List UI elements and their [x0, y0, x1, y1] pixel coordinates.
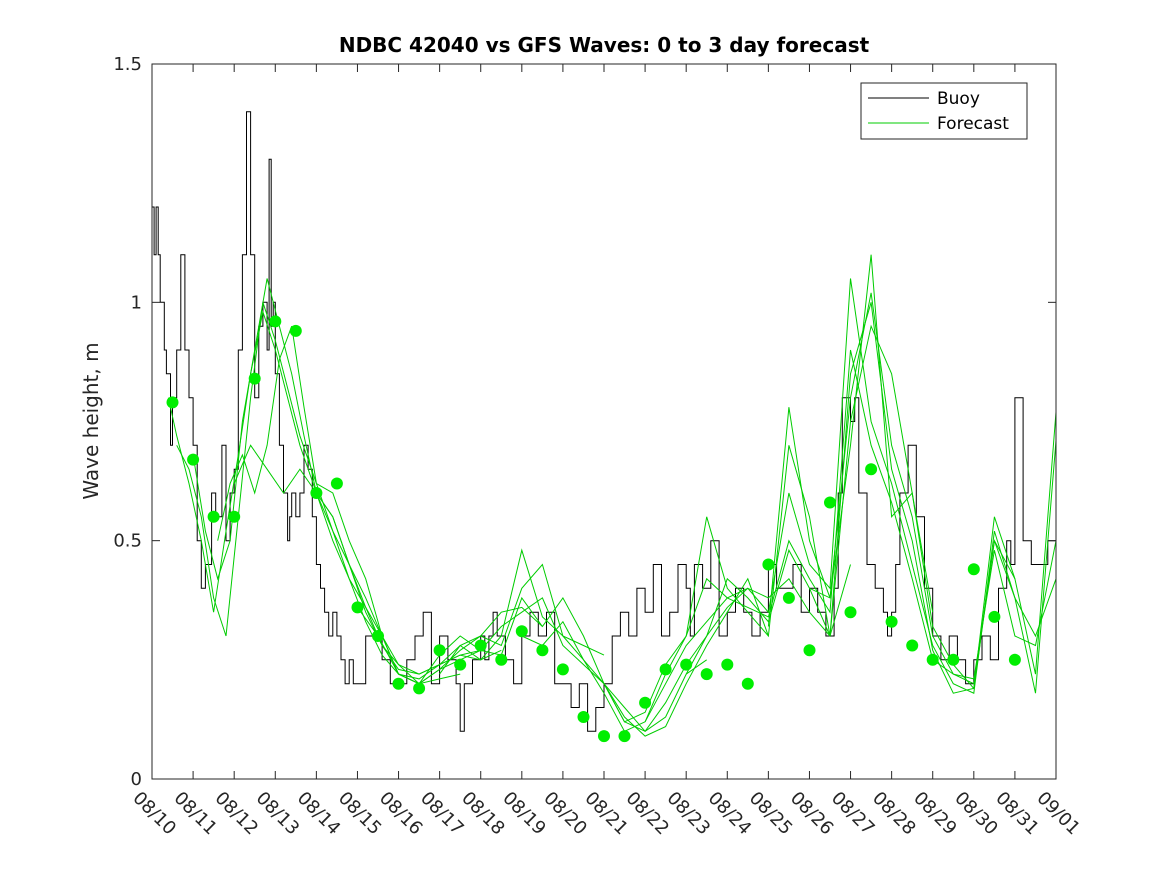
plot-area	[152, 64, 1056, 779]
forecast-marker	[741, 677, 754, 690]
forecast-marker	[392, 677, 405, 690]
forecast-marker	[536, 644, 549, 657]
forecast-marker	[269, 315, 282, 328]
chart-title: NDBC 42040 vs GFS Waves: 0 to 3 day fore…	[339, 33, 870, 57]
forecast-marker	[598, 730, 610, 743]
forecast-marker	[310, 487, 323, 499]
forecast-marker	[187, 453, 200, 466]
forecast-line-8	[521, 324, 934, 732]
forecast-marker	[865, 463, 878, 476]
forecast-marker	[967, 563, 980, 576]
forecast-marker	[926, 653, 939, 666]
forecast-marker	[721, 658, 734, 671]
forecast-marker	[988, 610, 1001, 623]
forecast-marker	[700, 668, 713, 681]
forecast-series-group	[167, 254, 1057, 737]
forecast-line-0	[167, 309, 461, 685]
y-tick-label: 0.5	[113, 531, 142, 552]
forecast-line-1	[176, 302, 481, 675]
forecast-marker	[289, 324, 302, 337]
forecast-line-6	[357, 548, 769, 737]
forecast-line-5	[315, 492, 707, 732]
forecast-marker	[762, 558, 775, 571]
legend: Buoy Forecast	[860, 82, 1028, 140]
forecast-marker	[906, 639, 919, 652]
y-axis-label: Wave height, m	[79, 342, 103, 499]
forecast-marker	[495, 653, 508, 666]
forecast-marker	[474, 639, 487, 652]
forecast-marker	[433, 644, 446, 657]
forecast-marker	[372, 630, 384, 642]
forecast-line-3	[217, 326, 543, 685]
forecast-line-11	[685, 292, 1057, 680]
forecast-marker	[885, 615, 898, 628]
forecast-marker	[947, 653, 960, 666]
forecast-marker	[782, 591, 795, 604]
forecast-marker	[639, 696, 652, 709]
y-axis: 0 0.5 1 1.5	[113, 54, 1056, 790]
forecast-marker	[659, 663, 672, 676]
y-tick-label: 0	[131, 769, 142, 790]
forecast-line-9	[603, 349, 1016, 723]
marker-group	[166, 315, 1021, 743]
forecast-marker	[330, 477, 343, 490]
forecast-marker	[228, 510, 241, 523]
forecast-marker	[577, 711, 590, 723]
forecast-marker	[515, 625, 528, 638]
y-tick-label: 1	[131, 292, 142, 313]
forecast-marker	[844, 606, 857, 619]
buoy-line	[152, 111, 1056, 732]
forecast-line-4	[233, 444, 605, 685]
forecast-marker	[824, 496, 836, 509]
legend-box	[860, 82, 1028, 140]
forecast-marker	[1008, 653, 1021, 666]
forecast-marker	[556, 663, 569, 676]
y-tick-label: 1.5	[113, 54, 142, 75]
forecast-line-10	[644, 278, 1057, 723]
legend-buoy-label: Buoy	[937, 89, 980, 109]
forecast-marker	[803, 644, 816, 657]
forecast-marker	[248, 372, 261, 385]
forecast-marker	[207, 510, 220, 523]
legend-forecast-label: Forecast	[937, 114, 1009, 134]
forecast-marker	[351, 601, 364, 614]
forecast-line-13	[809, 302, 1057, 694]
axes-background	[152, 64, 1056, 779]
buoy-series-group	[152, 111, 1056, 732]
forecast-line-7	[439, 564, 851, 732]
forecast-marker	[454, 658, 467, 671]
forecast-marker	[618, 730, 631, 743]
forecast-marker	[680, 658, 693, 671]
forecast-line-12	[767, 254, 1057, 690]
forecast-marker	[413, 682, 426, 695]
forecast-marker	[166, 396, 179, 409]
